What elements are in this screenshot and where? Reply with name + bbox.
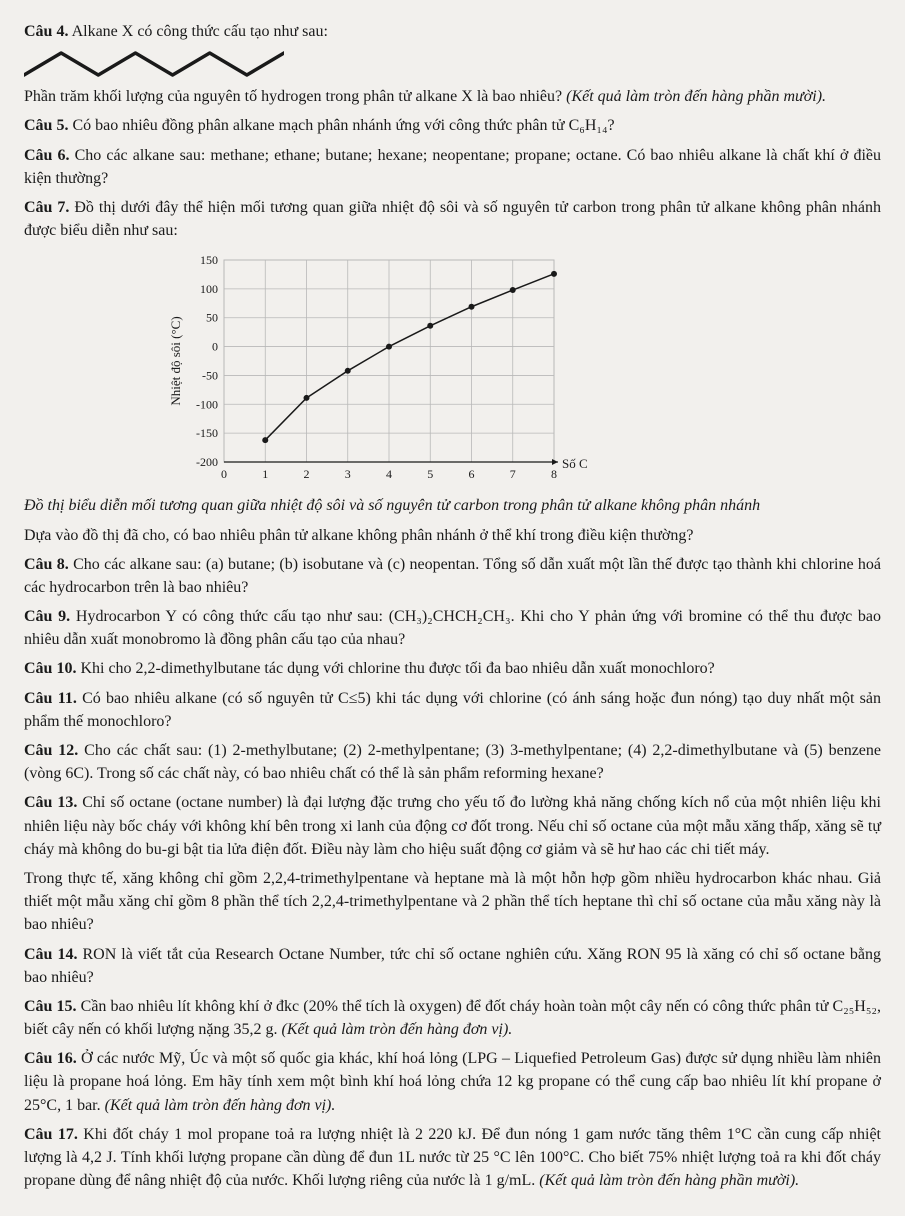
q9-text: Hydrocarbon Y có công thức cấu tạo như s…: [24, 608, 881, 648]
question-12: Câu 12. Cho các chất sau: (1) 2-methylbu…: [24, 739, 881, 785]
q16-italic: (Kết quả làm tròn đến hàng đơn vị).: [105, 1097, 336, 1114]
svg-text:100: 100: [200, 282, 218, 296]
q10-text: Khi cho 2,2-dimethylbutane tác dụng với …: [76, 660, 714, 677]
svg-text:-200: -200: [196, 455, 218, 469]
svg-text:0: 0: [221, 467, 227, 481]
q4-followup-italic: (Kết quả làm tròn đến hàng phần mười).: [566, 88, 826, 105]
question-7: Câu 7. Đồ thị dưới đây thể hiện mối tươn…: [24, 196, 881, 242]
q14-label: Câu 14.: [24, 946, 77, 963]
question-17: Câu 17. Khi đốt cháy 1 mol propane toả r…: [24, 1123, 881, 1193]
q12-text: Cho các chất sau: (1) 2-methylbutane; (2…: [24, 742, 881, 782]
chart-caption: Đồ thị biểu diễn mối tương quan giữa nhi…: [24, 494, 881, 517]
q4-followup-text: Phần trăm khối lượng của nguyên tố hydro…: [24, 88, 566, 105]
q12-label: Câu 12.: [24, 742, 78, 759]
q8-text: Cho các alkane sau: (a) butane; (b) isob…: [24, 556, 881, 596]
svg-text:150: 150: [200, 253, 218, 267]
q11-label: Câu 11.: [24, 690, 77, 707]
q15-label: Câu 15.: [24, 998, 77, 1015]
svg-text:0: 0: [212, 340, 218, 354]
q13-label: Câu 13.: [24, 794, 77, 811]
q7-label: Câu 7.: [24, 199, 69, 216]
question-13: Câu 13. Chỉ số octane (octane number) là…: [24, 791, 881, 861]
svg-text:-100: -100: [196, 398, 218, 412]
q4-label: Câu 4.: [24, 23, 68, 40]
q17-italic: (Kết quả làm tròn đến hàng phần mười).: [539, 1172, 799, 1189]
line-chart: -200 -150 -100 -50 0 50 100 150 0 1 2 3 4 5 6 7 8 Nhiệt đ…: [164, 250, 604, 490]
svg-text:3: 3: [345, 467, 351, 481]
question-8: Câu 8. Cho các alkane sau: (a) butane; (…: [24, 553, 881, 599]
q7-text: Đồ thị dưới đây thể hiện mối tương quan …: [24, 199, 881, 239]
q14-text: RON là viết tắt của Research Octane Numb…: [24, 946, 881, 986]
q6-label: Câu 6.: [24, 147, 70, 164]
q9-label: Câu 9.: [24, 608, 70, 625]
q4-followup: Phần trăm khối lượng của nguyên tố hydro…: [24, 85, 881, 108]
question-9: Câu 9. Hydrocarbon Y có công thức cấu tạ…: [24, 605, 881, 651]
question-5: Câu 5. Có bao nhiêu đồng phân alkane mạc…: [24, 114, 881, 137]
q13-text2: Trong thực tế, xăng không chỉ gồm 2,2,4-…: [24, 867, 881, 937]
svg-text:Nhiệt độ sôi (°C): Nhiệt độ sôi (°C): [168, 317, 183, 406]
q6-text: Cho các alkane sau: methane; ethane; but…: [24, 147, 881, 187]
question-15: Câu 15. Cần bao nhiêu lít không khí ở đk…: [24, 995, 881, 1041]
svg-text:2: 2: [304, 467, 310, 481]
question-14: Câu 14. RON là viết tắt của Research Oct…: [24, 943, 881, 989]
q8-label: Câu 8.: [24, 556, 69, 573]
alkane-structure-zigzag: [24, 49, 881, 79]
q11-text: Có bao nhiêu alkane (có số nguyên tử C≤5…: [24, 690, 881, 730]
q10-label: Câu 10.: [24, 660, 76, 677]
svg-text:Số C: Số C: [562, 456, 588, 471]
svg-text:50: 50: [206, 311, 218, 325]
q4-text: Alkane X có công thức cấu tạo như sau:: [68, 23, 328, 40]
svg-text:1: 1: [262, 467, 268, 481]
question-11: Câu 11. Có bao nhiêu alkane (có số nguyê…: [24, 687, 881, 733]
svg-text:-50: -50: [202, 369, 218, 383]
question-6: Câu 6. Cho các alkane sau: methane; etha…: [24, 144, 881, 190]
q7-after: Dựa vào đồ thị đã cho, có bao nhiêu phân…: [24, 524, 881, 547]
zigzag-icon: [24, 49, 284, 79]
svg-text:8: 8: [551, 467, 557, 481]
svg-text:-150: -150: [196, 426, 218, 440]
svg-text:6: 6: [469, 467, 475, 481]
question-10: Câu 10. Khi cho 2,2-dimethylbutane tác d…: [24, 657, 881, 680]
q5-text: Có bao nhiêu đồng phân alkane mạch phân …: [68, 117, 614, 134]
svg-text:4: 4: [386, 467, 392, 481]
q5-label: Câu 5.: [24, 117, 68, 134]
q15-italic: (Kết quả làm tròn đến hàng đơn vị).: [282, 1021, 513, 1038]
question-4: Câu 4. Alkane X có công thức cấu tạo như…: [24, 20, 881, 43]
boiling-point-chart: -200 -150 -100 -50 0 50 100 150 0 1 2 3 4 5 6 7 8 Nhiệt đ…: [164, 250, 881, 490]
q16-label: Câu 16.: [24, 1050, 77, 1067]
q13-text: Chỉ số octane (octane number) là đại lượ…: [24, 794, 881, 857]
svg-text:5: 5: [427, 467, 433, 481]
q17-label: Câu 17.: [24, 1126, 78, 1143]
svg-text:7: 7: [510, 467, 516, 481]
question-16: Câu 16. Ở các nước Mỹ, Úc và một số quốc…: [24, 1047, 881, 1117]
